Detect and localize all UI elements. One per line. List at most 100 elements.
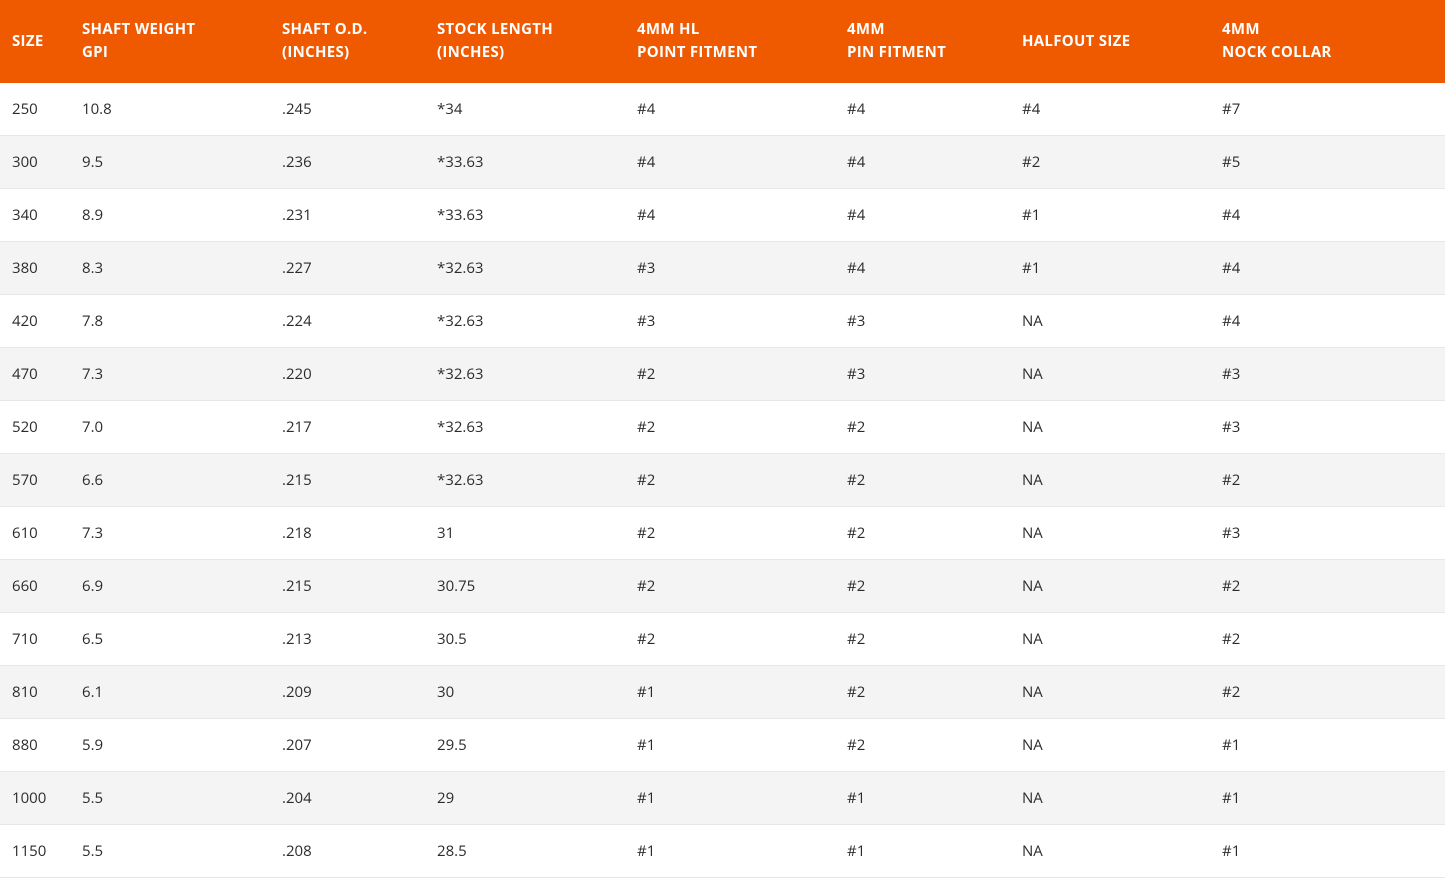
col-header-nock: 4MM NOCK COLLAR xyxy=(1210,0,1445,83)
cell-pin: #2 xyxy=(835,612,1010,665)
cell-gpi: 7.0 xyxy=(70,400,270,453)
cell-pin: #4 xyxy=(835,188,1010,241)
cell-pin: #3 xyxy=(835,294,1010,347)
cell-od: .220 xyxy=(270,347,425,400)
cell-stock: *33.63 xyxy=(425,188,625,241)
col-header-size: SIZE xyxy=(0,0,70,83)
header-line2: PIN FITMENT xyxy=(847,42,946,62)
cell-stock: *34 xyxy=(425,83,625,136)
cell-nock: #5 xyxy=(1210,135,1445,188)
cell-od: .245 xyxy=(270,83,425,136)
cell-gpi: 10.8 xyxy=(70,83,270,136)
cell-nock: #2 xyxy=(1210,665,1445,718)
cell-stock: 31 xyxy=(425,506,625,559)
header-line1: 4MM xyxy=(847,19,885,39)
cell-gpi: 7.3 xyxy=(70,347,270,400)
col-header-half: HALFOUT SIZE xyxy=(1010,0,1210,83)
cell-nock: #1 xyxy=(1210,771,1445,824)
table-row: 8805.9.20729.5#1#2NA#1 xyxy=(0,718,1445,771)
cell-size: 570 xyxy=(0,453,70,506)
cell-half: NA xyxy=(1010,771,1210,824)
cell-od: .215 xyxy=(270,559,425,612)
header-line1: 4MM xyxy=(1222,19,1260,39)
cell-size: 810 xyxy=(0,665,70,718)
cell-hl: #2 xyxy=(625,559,835,612)
cell-hl: #4 xyxy=(625,135,835,188)
cell-stock: 30.5 xyxy=(425,612,625,665)
cell-size: 1000 xyxy=(0,771,70,824)
cell-pin: #2 xyxy=(835,453,1010,506)
cell-pin: #2 xyxy=(835,665,1010,718)
col-header-stock: STOCK LENGTH(INCHES) xyxy=(425,0,625,83)
cell-od: .231 xyxy=(270,188,425,241)
cell-half: #2 xyxy=(1010,135,1210,188)
cell-hl: #4 xyxy=(625,188,835,241)
cell-gpi: 7.3 xyxy=(70,506,270,559)
table-row: 4707.3.220*32.63#2#3NA#3 xyxy=(0,347,1445,400)
cell-od: .209 xyxy=(270,665,425,718)
cell-pin: #2 xyxy=(835,718,1010,771)
cell-stock: *32.63 xyxy=(425,453,625,506)
table-row: 5207.0.217*32.63#2#2NA#3 xyxy=(0,400,1445,453)
cell-gpi: 5.9 xyxy=(70,718,270,771)
cell-hl: #2 xyxy=(625,400,835,453)
cell-half: #4 xyxy=(1010,83,1210,136)
table-row: 3408.9.231*33.63#4#4#1#4 xyxy=(0,188,1445,241)
cell-stock: 30.75 xyxy=(425,559,625,612)
cell-pin: #4 xyxy=(835,135,1010,188)
cell-size: 340 xyxy=(0,188,70,241)
cell-od: .215 xyxy=(270,453,425,506)
table-row: 7106.5.21330.5#2#2NA#2 xyxy=(0,612,1445,665)
header-line2: POINT FITMENT xyxy=(637,42,757,62)
cell-nock: #4 xyxy=(1210,188,1445,241)
cell-od: .207 xyxy=(270,718,425,771)
cell-od: .218 xyxy=(270,506,425,559)
cell-half: NA xyxy=(1010,612,1210,665)
cell-nock: #3 xyxy=(1210,506,1445,559)
cell-size: 660 xyxy=(0,559,70,612)
cell-gpi: 8.3 xyxy=(70,241,270,294)
cell-half: NA xyxy=(1010,718,1210,771)
cell-half: NA xyxy=(1010,453,1210,506)
cell-size: 300 xyxy=(0,135,70,188)
header-line2: NOCK COLLAR xyxy=(1222,42,1332,62)
cell-pin: #1 xyxy=(835,824,1010,877)
cell-pin: #4 xyxy=(835,83,1010,136)
cell-od: .224 xyxy=(270,294,425,347)
cell-nock: #2 xyxy=(1210,612,1445,665)
table-row: 5706.6.215*32.63#2#2NA#2 xyxy=(0,453,1445,506)
cell-hl: #3 xyxy=(625,294,835,347)
cell-size: 520 xyxy=(0,400,70,453)
cell-hl: #2 xyxy=(625,612,835,665)
cell-hl: #1 xyxy=(625,718,835,771)
cell-nock: #4 xyxy=(1210,241,1445,294)
cell-size: 880 xyxy=(0,718,70,771)
cell-stock: *32.63 xyxy=(425,241,625,294)
cell-gpi: 6.9 xyxy=(70,559,270,612)
cell-gpi: 5.5 xyxy=(70,771,270,824)
table-header: SIZESHAFT WEIGHTGPISHAFT O.D.(INCHES)STO… xyxy=(0,0,1445,83)
cell-nock: #1 xyxy=(1210,718,1445,771)
col-header-pin: 4MM PIN FITMENT xyxy=(835,0,1010,83)
cell-stock: *32.63 xyxy=(425,347,625,400)
cell-hl: #3 xyxy=(625,241,835,294)
cell-od: .236 xyxy=(270,135,425,188)
cell-half: NA xyxy=(1010,506,1210,559)
table-row: 11505.5.20828.5#1#1NA#1 xyxy=(0,824,1445,877)
cell-gpi: 8.9 xyxy=(70,188,270,241)
table-row: 10005.5.20429#1#1NA#1 xyxy=(0,771,1445,824)
cell-half: NA xyxy=(1010,347,1210,400)
cell-size: 250 xyxy=(0,83,70,136)
col-header-gpi: SHAFT WEIGHTGPI xyxy=(70,0,270,83)
cell-pin: #3 xyxy=(835,347,1010,400)
table-row: 6107.3.21831#2#2NA#3 xyxy=(0,506,1445,559)
spec-table: SIZESHAFT WEIGHTGPISHAFT O.D.(INCHES)STO… xyxy=(0,0,1445,878)
header-line1: SHAFT O.D. xyxy=(282,19,368,39)
cell-stock: 29 xyxy=(425,771,625,824)
cell-size: 380 xyxy=(0,241,70,294)
table-row: 4207.8.224*32.63#3#3NA#4 xyxy=(0,294,1445,347)
cell-half: NA xyxy=(1010,294,1210,347)
header-line1: SHAFT WEIGHT xyxy=(82,19,195,39)
cell-half: NA xyxy=(1010,665,1210,718)
cell-od: .213 xyxy=(270,612,425,665)
